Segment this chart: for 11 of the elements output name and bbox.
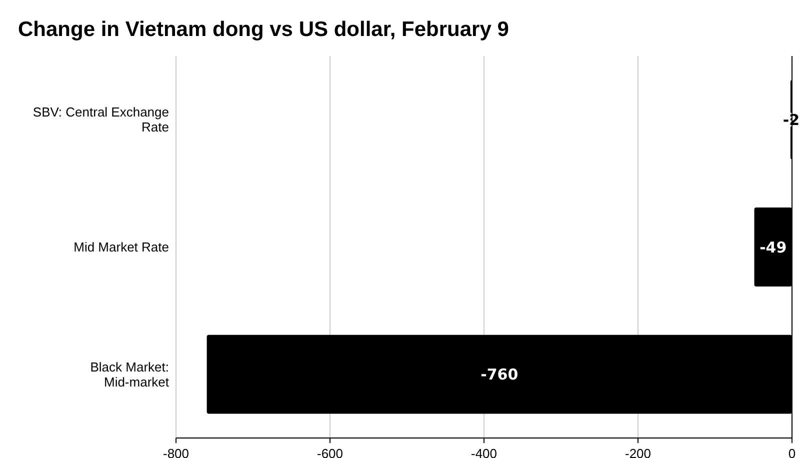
x-tick-label: -400 bbox=[470, 446, 498, 458]
y-tick-label: Black Market: Mid-market bbox=[90, 359, 170, 390]
x-tick-label: -200 bbox=[624, 446, 652, 458]
data-label: -760 bbox=[480, 366, 518, 384]
chart-title: Change in Vietnam dong vs US dollar, February 9 bbox=[18, 18, 509, 41]
x-tick-label: 0 bbox=[788, 446, 796, 458]
x-tick-label: -800 bbox=[162, 446, 190, 458]
data-label: -49 bbox=[760, 238, 787, 256]
x-tick-label: -600 bbox=[316, 446, 344, 458]
y-tick-label: Mid Market Rate bbox=[74, 240, 169, 255]
y-tick-label: SBV: Central Exchange Rate bbox=[32, 104, 169, 135]
